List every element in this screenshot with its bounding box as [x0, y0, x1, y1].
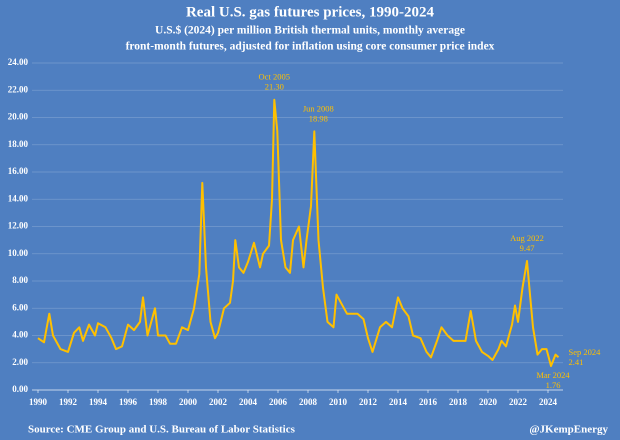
annotation-value: 9.47: [520, 243, 535, 253]
y-tick-label: 22.00: [8, 84, 29, 94]
x-tick-label: 2010: [329, 397, 348, 407]
annotation-value: 1.76: [546, 380, 561, 390]
chart-title: Real U.S. gas futures prices, 1990-2024: [186, 4, 435, 20]
x-tick-label: 1994: [89, 397, 108, 407]
y-tick-label: 8.00: [12, 275, 28, 285]
x-tick-label: 2004: [239, 397, 258, 407]
y-tick-label: 20.00: [8, 112, 29, 122]
annotation-label: Sep 2024: [569, 347, 602, 357]
x-tick-label: 1998: [149, 397, 168, 407]
y-tick-label: 6.00: [12, 302, 28, 312]
x-tick-label: 2022: [509, 397, 528, 407]
chart-subtitle: U.S.$ (2024) per million British thermal…: [155, 24, 465, 37]
y-tick-label: 2.00: [12, 357, 28, 367]
y-tick-label: 4.00: [12, 330, 28, 340]
x-tick-label: 2012: [359, 397, 378, 407]
x-tick-label: 2014: [389, 397, 408, 407]
x-tick-label: 2000: [179, 397, 198, 407]
credit: @JKempEnergy: [529, 424, 608, 436]
x-tick-label: 1990: [29, 397, 48, 407]
data-line: [37, 98, 560, 367]
annotation-value: 18.98: [309, 113, 328, 123]
x-tick-label: 2006: [269, 397, 288, 407]
y-tick-label: 14.00: [8, 193, 29, 203]
y-tick-label: 12.00: [8, 221, 29, 231]
source: Source: CME Group and U.S. Bureau of Lab…: [28, 424, 296, 436]
annotation-value: 21.30: [265, 82, 284, 92]
x-tick-label: 1996: [119, 397, 138, 407]
annotation-value: 2.41: [569, 357, 584, 367]
x-tick-label: 2016: [419, 397, 438, 407]
x-tick-label: 1992: [59, 397, 78, 407]
y-tick-label: 16.00: [8, 166, 29, 176]
chart-subtitle: front-month futures, adjusted for inflat…: [126, 41, 495, 53]
annotation-label: Oct 2005: [259, 72, 290, 82]
annotation-label: Mar 2024: [536, 370, 570, 380]
annotation-label: Jun 2008: [303, 103, 334, 113]
x-tick-label: 2020: [479, 397, 498, 407]
x-tick-label: 2008: [299, 397, 318, 407]
y-tick-label: 10.00: [8, 248, 29, 258]
x-tick-label: 2002: [209, 397, 228, 407]
x-tick-label: 2024: [539, 397, 558, 407]
x-tick-label: 2018: [449, 397, 468, 407]
y-tick-label: 18.00: [8, 139, 29, 149]
y-tick-label: 24.00: [8, 57, 29, 67]
y-tick-label: 0.00: [12, 384, 28, 394]
annotation-label: Aug 2022: [510, 233, 544, 243]
